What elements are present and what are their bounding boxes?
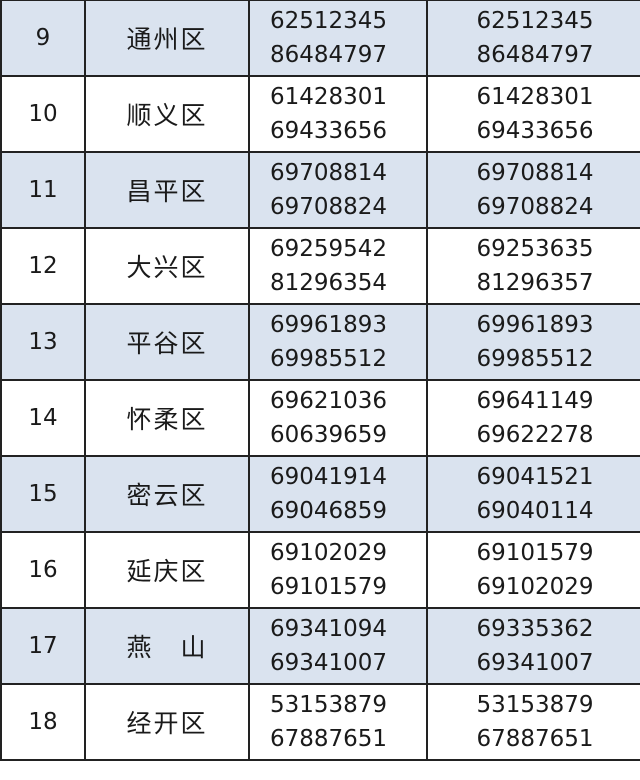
district-name: 密云区 [84,455,250,533]
phone-cell-a: 69621036 60639659 [248,379,428,457]
row-number: 10 [0,75,86,153]
phone-cell-b: 61428301 69433656 [426,75,640,153]
phone-number: 69046859 [270,498,388,524]
phone-number: 69101579 [476,540,594,566]
row-number: 16 [0,531,86,609]
row-number: 9 [0,0,86,77]
phone-number: 69961893 [270,312,388,338]
phone-number: 69041914 [270,464,388,490]
phone-number: 69985512 [270,346,388,372]
phone-cell-b: 69641149 69622278 [426,379,640,457]
table-row: 16 延庆区 69102029 69101579 69101579 69102029 [0,531,640,609]
phone-cell-b: 69253635 81296357 [426,227,640,305]
district-name: 顺义区 [84,75,250,153]
table-row: 12 大兴区 69259542 81296354 69253635 81296357 [0,227,640,305]
phone-cell-b: 69041521 69040114 [426,455,640,533]
phone-cell-a: 69961893 69985512 [248,303,428,381]
row-number: 17 [0,607,86,685]
phone-cell-a: 69708814 69708824 [248,151,428,229]
phone-number: 69102029 [476,574,594,600]
table-row: 10 顺义区 61428301 69433656 61428301 69433656 [0,75,640,153]
row-number: 14 [0,379,86,457]
table-row: 13 平谷区 69961893 69985512 69961893 69985512 [0,303,640,381]
table-row: 17 燕 山 69341094 69341007 69335362 69341007 [0,607,640,685]
district-name: 平谷区 [84,303,250,381]
table-row: 18 经开区 53153879 67887651 53153879 67887651 [0,683,640,761]
row-number: 13 [0,303,86,381]
phone-cell-a: 62512345 86484797 [248,0,428,77]
phone-number: 69259542 [270,236,388,262]
phone-cell-b: 69961893 69985512 [426,303,640,381]
phone-number: 69102029 [270,540,388,566]
phone-cell-a: 61428301 69433656 [248,75,428,153]
phone-number: 69341007 [476,650,594,676]
district-name: 延庆区 [84,531,250,609]
phone-number: 69641149 [476,388,594,414]
phone-cell-a: 53153879 67887651 [248,683,428,761]
phone-cell-b: 62512345 86484797 [426,0,640,77]
phone-number: 81296357 [476,270,594,296]
district-name: 经开区 [84,683,250,761]
phone-number: 69041521 [476,464,594,490]
phone-number: 62512345 [476,8,594,34]
phone-number: 61428301 [476,84,594,110]
phone-cell-a: 69041914 69046859 [248,455,428,533]
district-name: 大兴区 [84,227,250,305]
phone-number: 69708824 [270,194,388,220]
district-name: 怀柔区 [84,379,250,457]
phone-number: 67887651 [476,726,594,752]
phone-number: 53153879 [270,692,388,718]
district-name: 昌平区 [84,151,250,229]
phone-number: 69341094 [270,616,388,642]
phone-number: 86484797 [476,42,594,68]
table-row: 14 怀柔区 69621036 60639659 69641149 69622278 [0,379,640,457]
district-name: 通州区 [84,0,250,77]
phone-number: 69708824 [476,194,594,220]
phone-number: 53153879 [476,692,594,718]
phone-cell-a: 69102029 69101579 [248,531,428,609]
table-row: 15 密云区 69041914 69046859 69041521 69040114 [0,455,640,533]
phone-cell-a: 69341094 69341007 [248,607,428,685]
phone-number: 69621036 [270,388,388,414]
phone-number: 69708814 [476,160,594,186]
table-row: 11 昌平区 69708814 69708824 69708814 69708824 [0,151,640,229]
phone-number: 86484797 [270,42,388,68]
phone-number: 69040114 [476,498,594,524]
phone-number: 69433656 [476,118,594,144]
row-number: 12 [0,227,86,305]
phone-cell-b: 53153879 67887651 [426,683,640,761]
phone-number: 69101579 [270,574,388,600]
table-row: 9 通州区 62512345 86484797 62512345 86484797 [0,0,640,77]
phone-number: 69708814 [270,160,388,186]
phone-cell-b: 69335362 69341007 [426,607,640,685]
phone-number: 61428301 [270,84,388,110]
row-number: 11 [0,151,86,229]
phone-number: 69622278 [476,422,594,448]
phone-number: 69961893 [476,312,594,338]
phone-number: 69253635 [476,236,594,262]
row-number: 18 [0,683,86,761]
phone-cell-a: 69259542 81296354 [248,227,428,305]
phone-cell-b: 69708814 69708824 [426,151,640,229]
phone-cell-b: 69101579 69102029 [426,531,640,609]
district-name: 燕 山 [84,607,250,685]
phone-number: 69335362 [476,616,594,642]
phone-number: 62512345 [270,8,388,34]
phone-number: 69341007 [270,650,388,676]
phone-number: 81296354 [270,270,388,296]
phone-number: 69985512 [476,346,594,372]
row-number: 15 [0,455,86,533]
phone-number: 67887651 [270,726,388,752]
phone-table: 9 通州区 62512345 86484797 62512345 86484797 10 顺义… [0,0,640,761]
phone-number: 69433656 [270,118,388,144]
phone-number: 60639659 [270,422,388,448]
